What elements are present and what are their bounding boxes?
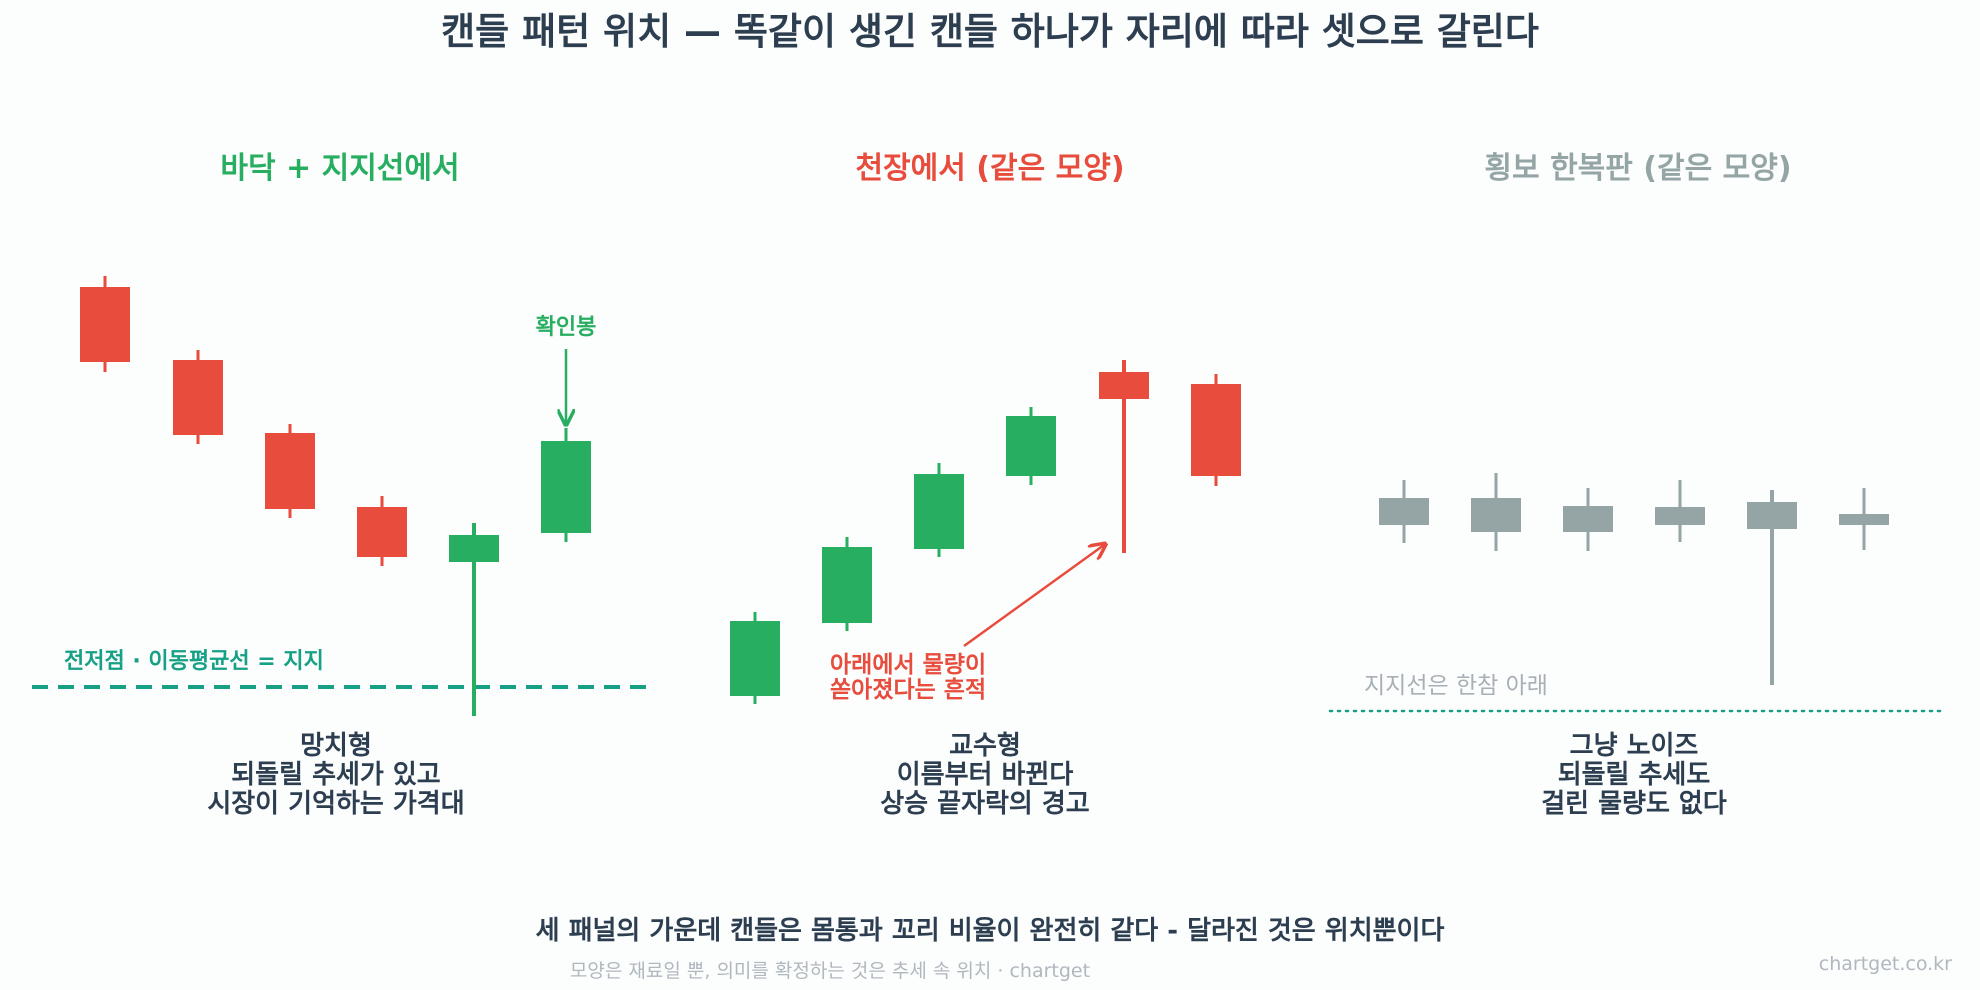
footer-sub: 모양은 재료일 뿐, 의미를 확정하는 것은 추세 속 위치 · chartge…	[570, 960, 1090, 982]
footer-main: 세 패널의 가운데 캔들은 몸통과 꼬리 비율이 완전히 같다 - 달라진 것은…	[536, 916, 1445, 946]
panel-caption-title: 그냥 노이즈	[1570, 731, 1699, 761]
candle-bearish	[80, 276, 130, 372]
panel-caption-line: 시장이 기억하는 가격대	[207, 789, 464, 819]
candle-neutral	[1471, 473, 1521, 551]
panel-heading-bottom: 바닥 + 지지선에서	[220, 151, 459, 186]
panel-sideways: 지지선은 한참 아래 그냥 노이즈 되돌릴 추세도 걸린 물량도 없다	[1328, 473, 1947, 819]
panel-caption-line: 이름부터 바뀐다	[897, 760, 1074, 790]
confirmation-candle	[541, 428, 591, 542]
panel-caption-title: 교수형	[949, 731, 1021, 761]
candle-bullish	[914, 463, 964, 557]
candle-bullish	[1006, 407, 1056, 485]
hammer-shape-candle	[1747, 490, 1797, 685]
candle-bearish	[173, 350, 223, 444]
tail-note: 아래에서 물량이	[830, 652, 986, 678]
far-support-label: 지지선은 한참 아래	[1364, 673, 1548, 699]
panel-bottom-support: 전저점 · 이동평균선 = 지지 확인봉 망치형	[32, 276, 652, 819]
candle-neutral	[1379, 480, 1429, 543]
panel-caption-title: 망치형	[300, 731, 372, 761]
candle-bearish	[265, 424, 315, 518]
candle-bearish	[1191, 374, 1241, 486]
tail-note: 쏟아졌다는 흔적	[830, 677, 986, 703]
candle-neutral	[1839, 488, 1889, 550]
panel-caption-line: 상승 끝자락의 경고	[880, 789, 1089, 819]
candle-neutral	[1563, 488, 1613, 551]
confirm-label: 확인봉	[536, 315, 597, 340]
candle-bullish	[822, 537, 872, 631]
panel-caption-line: 되돌릴 추세도	[1558, 760, 1711, 790]
panel-caption-line: 걸린 물량도 없다	[1541, 789, 1727, 819]
hammer-candle	[449, 523, 499, 716]
panel-heading-top: 천장에서 (같은 모양)	[855, 151, 1124, 186]
candle-neutral	[1655, 480, 1705, 542]
panel-caption-line: 되돌릴 추세가 있고	[231, 760, 440, 790]
candle-bullish	[730, 612, 780, 704]
panel-top: 아래에서 물량이 쏟아졌다는 흔적 교수형 이름부터 바뀐다 상승 끝자락의 경…	[730, 360, 1241, 819]
hanging-man-candle	[1099, 360, 1149, 553]
tail-note-arrow	[963, 545, 1104, 648]
panel-heading-sideways: 횡보 한복판 (같은 모양)	[1484, 151, 1791, 186]
support-line-label: 전저점 · 이동평균선 = 지지	[64, 649, 324, 674]
watermark: chartget.co.kr	[1819, 953, 1952, 975]
page-title: 캔들 패턴 위치 — 똑같이 생긴 캔들 하나가 자리에 따라 셋으로 갈린다	[441, 10, 1539, 53]
candle-bearish	[357, 496, 407, 566]
